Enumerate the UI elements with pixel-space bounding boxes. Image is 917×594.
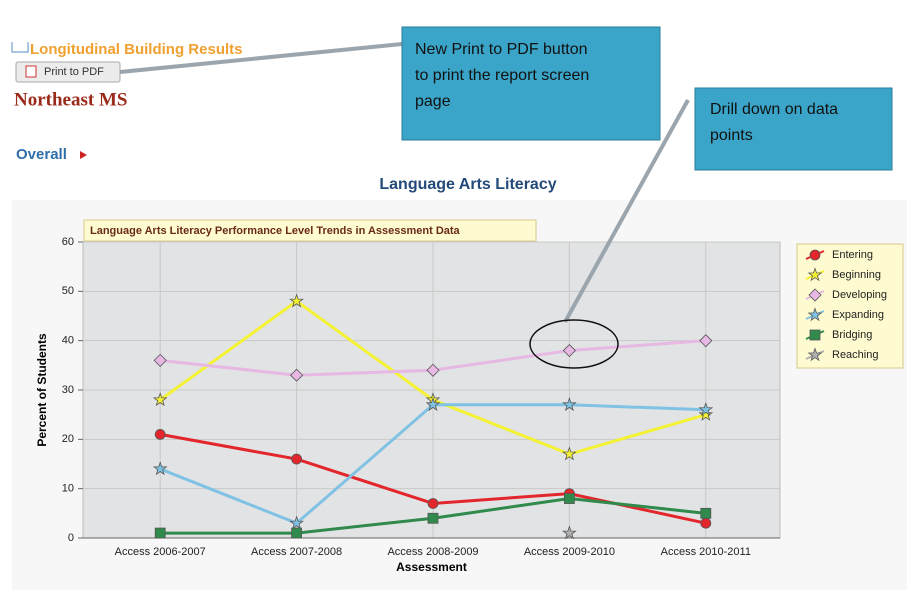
y-tick-label: 10	[62, 483, 74, 495]
data-point	[427, 498, 439, 509]
data-point	[809, 329, 821, 341]
legend-label: Bridging	[832, 329, 872, 341]
data-point	[153, 353, 167, 367]
y-tick-label: 40	[62, 335, 74, 347]
y-tick-label: 60	[62, 236, 74, 248]
chart: 0 10 20 30 40 50 60 Access 2006-2007 Access 2007…	[35, 219, 904, 574]
callout-box	[401, 26, 661, 141]
legend-label: Developing	[832, 289, 887, 301]
data-point	[699, 334, 713, 348]
data-point	[698, 401, 714, 416]
data-point	[562, 397, 577, 412]
data-point	[564, 493, 575, 504]
callout-pointer	[119, 42, 403, 74]
legend-label: Expanding	[832, 309, 884, 321]
data-point	[152, 461, 168, 476]
y-axis-label: Percent of Students	[35, 333, 49, 447]
legend-box	[796, 243, 904, 369]
highlight-ellipse	[529, 319, 619, 369]
school-name: Northeast MS	[14, 89, 127, 110]
print-button-label[interactable]: Print to PDF	[44, 66, 104, 78]
x-tick-label: Access 2006-2007	[115, 546, 206, 558]
data-point	[154, 527, 166, 539]
data-point	[427, 512, 439, 524]
legend-label: Entering	[832, 249, 873, 261]
legend-label: Beginning	[832, 269, 881, 281]
data-point	[562, 525, 577, 540]
data-point	[291, 527, 303, 539]
data-point	[809, 249, 821, 261]
callout-text: Drill down on data	[710, 101, 838, 118]
callout-pointer	[563, 99, 690, 323]
legend-label: Reaching	[832, 349, 878, 361]
clip-strip	[0, 28, 400, 42]
data-point	[562, 446, 577, 461]
section-title[interactable]: Longitudinal Building Results	[30, 41, 242, 58]
data-point	[152, 392, 168, 407]
x-tick-label: Access 2009-2010	[524, 546, 615, 558]
data-point	[698, 406, 714, 421]
callout-text: New Print to PDF button	[415, 41, 588, 58]
data-point	[807, 267, 823, 282]
x-axis-label: Assessment	[396, 560, 467, 574]
data-point	[289, 515, 304, 530]
chart-title: Language Arts Literacy Performance Level…	[90, 225, 461, 237]
nav-arrow	[80, 151, 87, 159]
pdf-icon	[25, 65, 37, 78]
callout-box	[694, 87, 893, 171]
y-tick-label: 50	[62, 285, 74, 297]
y-tick-label: 30	[62, 384, 74, 396]
callout-text: points	[710, 127, 753, 144]
data-point	[808, 288, 822, 302]
x-tick-label: Access 2008-2009	[387, 546, 478, 558]
y-tick-label: 20	[62, 433, 74, 445]
nav-link[interactable]: Overall	[16, 146, 67, 163]
data-point	[426, 363, 440, 377]
x-tick-label: Access 2007-2008	[251, 546, 342, 558]
data-point	[290, 368, 304, 382]
data-point	[289, 293, 304, 308]
callout-text: page	[415, 93, 451, 110]
data-point	[700, 517, 712, 529]
data-point	[700, 507, 712, 519]
data-point	[562, 343, 576, 358]
data-point	[807, 307, 823, 322]
y-tick-label: 0	[68, 532, 74, 544]
chart-heading: Language Arts Literacy	[379, 176, 556, 193]
data-point	[425, 397, 441, 412]
data-point	[291, 453, 303, 465]
data-point	[807, 347, 823, 362]
callout-text: to print the report screen	[415, 67, 589, 84]
data-point	[154, 428, 166, 440]
x-tick-label: Access 2010-2011	[661, 546, 751, 558]
chart-title-box	[83, 219, 537, 242]
